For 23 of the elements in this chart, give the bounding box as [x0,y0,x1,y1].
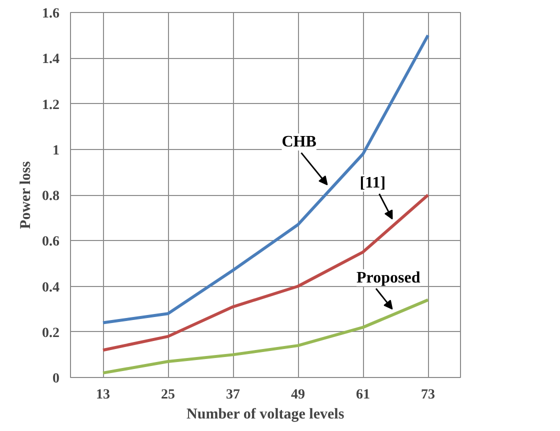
y-tick-label: 0.6 [42,234,60,250]
line-series [102,34,430,324]
y-tick-label: 1 [52,143,60,158]
line-series [102,298,430,374]
x-tick-label: 49 [291,388,305,402]
series-label: Proposed [356,269,420,286]
text: CHB [282,134,317,151]
x-tick-label: 25 [161,388,175,402]
y-tick-label: 0.8 [42,189,60,204]
x-tick-label: 73 [421,388,435,402]
y-tick-label: 0.2 [42,326,60,341]
y-tick-label: 1.2 [42,98,60,113]
x-tick-label: 37 [226,388,240,402]
y-tick-label: 0 [52,372,60,386]
x-tick-label: 61 [356,388,370,402]
line-series [102,194,430,352]
y-tick-label: 1.4 [42,52,60,68]
x-tick-label: 13 [96,388,110,402]
y-tick-label: 1.6 [42,6,60,22]
x-axis-title: Number of voltage levels [186,406,344,422]
y-axis-title: Power loss [18,161,34,229]
y-tick-label: 0.4 [42,280,60,296]
series-label: [11] [360,174,386,192]
